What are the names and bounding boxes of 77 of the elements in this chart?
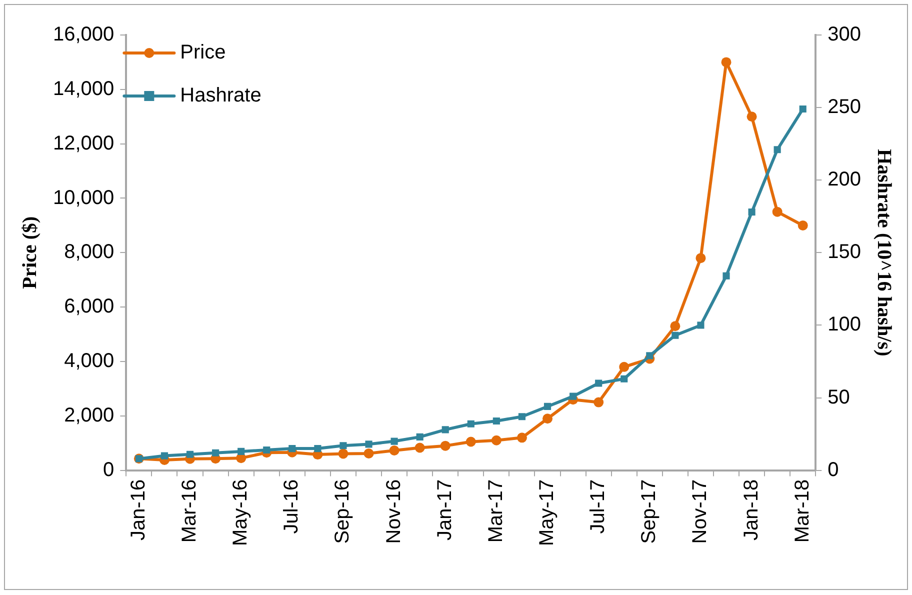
point xyxy=(697,322,704,329)
point xyxy=(416,433,424,440)
point xyxy=(721,57,732,68)
y-tick-label: 16,000 xyxy=(53,24,114,46)
y-tick-label: 8,000 xyxy=(64,241,114,264)
y2-tick-label: 0 xyxy=(828,458,839,481)
y-tick-label: 6,000 xyxy=(64,296,114,318)
point xyxy=(238,448,245,455)
point xyxy=(594,397,604,408)
legend-label: Hashrate xyxy=(180,84,262,107)
x-tick-label: Jul-17 xyxy=(587,479,610,534)
point xyxy=(160,452,168,460)
point xyxy=(542,414,553,424)
point xyxy=(364,448,374,458)
point xyxy=(314,445,322,452)
point xyxy=(798,220,808,230)
x-tick-label: Mar-18 xyxy=(791,479,814,543)
point xyxy=(491,435,502,446)
y-tick-label: 14,000 xyxy=(53,78,114,100)
point xyxy=(570,392,577,400)
y2-tick-label: 50 xyxy=(828,386,850,408)
point xyxy=(748,208,756,216)
point xyxy=(212,449,220,456)
x-tick-label: Jan-17 xyxy=(434,479,456,540)
point xyxy=(696,253,706,264)
point xyxy=(263,446,270,454)
point xyxy=(619,362,630,372)
point xyxy=(186,450,194,458)
y-tick-label: 4,000 xyxy=(64,350,114,372)
point xyxy=(440,440,450,451)
point xyxy=(772,206,782,217)
x-tick-label: Sep-16 xyxy=(332,479,354,544)
y-axis-title: Price ($) xyxy=(19,216,42,290)
legend-label: Price xyxy=(180,42,226,64)
x-tick-label: Jul-16 xyxy=(280,479,303,534)
y2-tick-label: 150 xyxy=(828,241,862,264)
x-tick-label: Sep-17 xyxy=(638,479,660,544)
point xyxy=(518,413,526,420)
point xyxy=(466,436,476,447)
x-tick-label: May-17 xyxy=(536,479,558,546)
y2-tick-label: 100 xyxy=(828,314,862,336)
y-tick-label: 0 xyxy=(103,458,114,481)
point xyxy=(414,442,425,453)
point xyxy=(746,112,757,122)
point xyxy=(365,440,372,448)
y2-tick-label: 250 xyxy=(828,96,862,118)
point xyxy=(774,146,781,154)
point xyxy=(390,438,398,445)
point xyxy=(646,352,654,360)
point xyxy=(595,380,602,387)
point xyxy=(672,332,679,339)
x-tick-label: Nov-17 xyxy=(689,479,712,544)
point xyxy=(338,448,348,459)
y-tick-label: 10,000 xyxy=(53,186,114,209)
point xyxy=(389,445,400,456)
point xyxy=(516,432,527,443)
x-tick-label: Nov-16 xyxy=(382,479,405,544)
point xyxy=(670,321,680,332)
y2-tick-label: 200 xyxy=(828,168,862,191)
point xyxy=(799,105,806,113)
point xyxy=(544,402,552,410)
y-tick-label: 12,000 xyxy=(53,132,114,154)
point xyxy=(442,426,449,434)
point xyxy=(492,417,500,425)
point xyxy=(340,442,347,450)
x-tick-label: Mar-16 xyxy=(178,479,201,543)
point xyxy=(467,420,474,428)
y-tick-label: 2,000 xyxy=(64,404,114,426)
x-tick-label: Mar-17 xyxy=(484,479,507,543)
x-tick-label: May-16 xyxy=(230,479,252,546)
point xyxy=(722,272,730,280)
x-tick-label: Jan-18 xyxy=(740,479,762,540)
x-tick-label: Jan-16 xyxy=(127,479,150,540)
point xyxy=(288,445,296,452)
point xyxy=(620,375,628,382)
y2-tick-label: 300 xyxy=(828,24,862,46)
y2-axis-title: Hashrate (10^16 hash/s) xyxy=(872,149,895,356)
